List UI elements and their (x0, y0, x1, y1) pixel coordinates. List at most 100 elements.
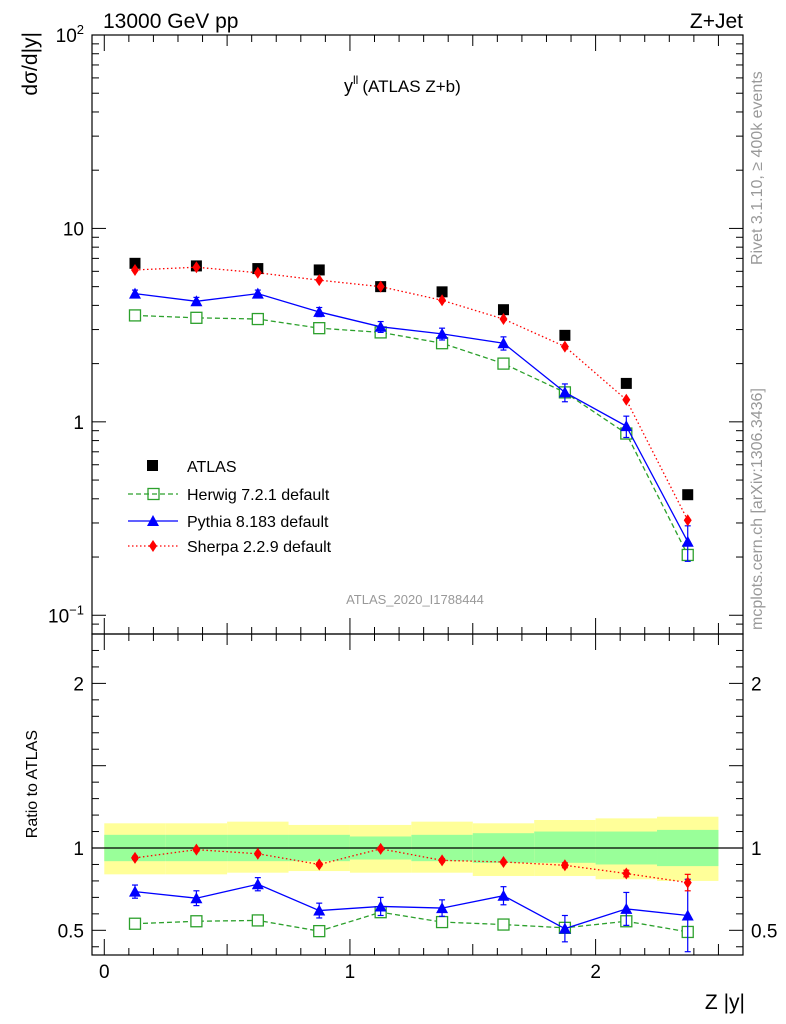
sherpa-main-point (438, 294, 447, 307)
sherpa-ratio-point (315, 858, 324, 871)
pythia-main-point (190, 295, 203, 307)
pythia-main-point (681, 535, 694, 547)
ratio-y-axis-label: Ratio to ATLAS (24, 730, 41, 838)
sherpa-main-point (622, 393, 631, 406)
atlas-data-point (497, 304, 509, 316)
plot-frames (91, 34, 744, 956)
herwig-main-point (497, 357, 510, 370)
herwig-ratio-point (435, 915, 449, 929)
main-y-tick-label: 1 (73, 413, 84, 434)
legend-sherpa-label: Sherpa 2.2.9 default (187, 539, 332, 556)
ratio-y-tick-label-right: 2 (751, 674, 762, 695)
atlas-data-point (620, 377, 632, 389)
main-y-tick-label-base: 1 (73, 413, 84, 434)
main-y-tick-label: 10 (63, 219, 84, 240)
ratio-uncertainty-bands (92, 816, 743, 881)
sherpa-ratio-point (622, 867, 631, 880)
main-y-tick-label-exponent: 2 (77, 22, 84, 37)
main-y-tick-label: 102 (56, 22, 84, 47)
legend-herwig-label: Herwig 7.2.1 default (187, 487, 330, 504)
herwig-main-point (313, 322, 326, 335)
x-axis-label: Z |y| (705, 991, 745, 1014)
sherpa-main-point (683, 514, 692, 527)
title-main: y (344, 76, 353, 96)
pythia-main-point (313, 305, 326, 317)
atlas-data-point (313, 264, 325, 276)
legend: ATLAS Herwig 7.2.1 default Pythia 8.183 … (128, 459, 332, 556)
pythia-main-point (436, 327, 449, 339)
header-energy-label: 13000 GeV pp (103, 10, 238, 33)
herwig-main-point (190, 311, 203, 324)
ratio-y-tick-label: 0.5 (58, 921, 84, 942)
sherpa-main-point (560, 340, 569, 353)
atlas-data-point (559, 329, 571, 341)
pythia-main-point (374, 320, 387, 332)
pythia-main-line (134, 292, 689, 543)
pythia-ratio-point (436, 902, 449, 914)
herwig-ratio-point (313, 924, 326, 938)
legend-sherpa-marker (149, 540, 157, 552)
pythia-ratio-point (313, 904, 326, 916)
x-tick-label: 2 (590, 962, 601, 983)
sherpa-ratio-line (134, 848, 688, 884)
pythia-ratio-point (558, 922, 571, 934)
sherpa-ratio-point (438, 854, 447, 867)
sherpa-main-point (192, 261, 201, 274)
herwig-main-line (134, 314, 689, 556)
sherpa-ratio-point (192, 843, 201, 856)
x-tick-label: 0 (99, 962, 110, 983)
pythia-ratio-point (497, 889, 510, 901)
pythia-main-point (497, 337, 510, 349)
sherpa-main-point (315, 274, 324, 287)
mcplots-reference-label: mcplots.cern.ch [arXiv:1306.3436] (749, 388, 766, 630)
herwig-ratio-point (190, 915, 203, 928)
pythia-ratio-point (128, 885, 141, 897)
ratio-y-tick-label: 1 (73, 839, 84, 860)
pythia-ratio-point (251, 878, 264, 890)
sherpa-ratio-point (130, 851, 139, 864)
herwig-main-point (128, 309, 142, 322)
legend-herwig-marker (147, 487, 160, 501)
main-y-tick-label-base: 10 (63, 219, 84, 240)
ratio-y-tick-label-right: 1 (751, 839, 762, 860)
pythia-main-point (620, 420, 633, 432)
herwig-ratio-point (251, 914, 264, 927)
pythia-ratio-line (134, 883, 688, 930)
sherpa-main-point (130, 263, 139, 276)
herwig-ratio-point (497, 918, 510, 931)
x-tick-label: 1 (345, 962, 356, 983)
title-superscript: ll (353, 73, 358, 87)
ratio-y-tick-label: 2 (73, 674, 84, 695)
pythia-ratio-point (681, 909, 694, 921)
main-y-tick-label: 10−1 (48, 602, 84, 627)
herwig-main-point (251, 312, 264, 326)
sherpa-main-point (376, 280, 385, 293)
sherpa-main-line (134, 266, 689, 521)
pythia-main-point (558, 386, 571, 398)
ratio-y-tick-label-right: 0.5 (751, 921, 777, 942)
pythia-ratio-point (620, 902, 633, 914)
ratio-panel-frame (91, 633, 744, 956)
herwig-ratio-point (128, 917, 142, 930)
sherpa-ratio-point (560, 859, 569, 872)
chart-marks (128, 257, 694, 953)
sherpa-ratio-point (376, 842, 385, 855)
title-rest: (ATLAS Z+b) (362, 77, 460, 96)
sherpa-ratio-point (499, 855, 508, 868)
legend-atlas-label: ATLAS (187, 459, 237, 476)
atlas-data-point (436, 286, 448, 298)
pythia-ratio-point (374, 900, 387, 912)
main-y-tick-label-base: 10 (48, 606, 69, 627)
watermark-analysis-id: ATLAS_2020_I1788444 (346, 592, 484, 607)
sherpa-main-point (499, 313, 508, 326)
legend-pythia-label: Pythia 8.183 default (187, 514, 329, 531)
main-y-tick-label-exponent: −1 (69, 602, 84, 617)
atlas-data-point (682, 489, 694, 501)
legend-pythia-marker (147, 515, 159, 526)
sherpa-main-point (253, 266, 262, 279)
legend-atlas-marker (147, 460, 158, 471)
ratio-band-inner (534, 831, 596, 863)
main-y-tick-label-base: 10 (56, 26, 77, 47)
sherpa-ratio-point (253, 847, 262, 860)
